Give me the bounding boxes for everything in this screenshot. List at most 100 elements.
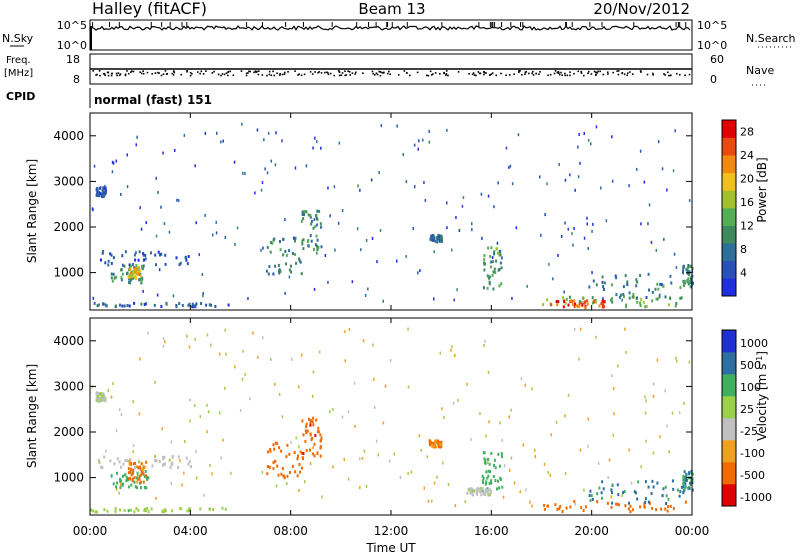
nave-point (688, 73, 691, 76)
cell (691, 488, 694, 492)
nave-point (521, 73, 523, 76)
cell (446, 201, 448, 205)
cell (212, 233, 214, 237)
cell (137, 466, 140, 470)
cell (499, 421, 501, 425)
cell (269, 241, 272, 245)
cell (139, 357, 141, 361)
cell (589, 489, 592, 493)
nave-point (580, 72, 583, 74)
cell (683, 475, 686, 479)
cell (95, 510, 98, 514)
cell (142, 253, 145, 257)
cell (661, 494, 664, 498)
cell (625, 303, 628, 307)
cell (388, 459, 391, 463)
cell (493, 250, 496, 254)
cell (122, 462, 125, 466)
cell (301, 213, 304, 216)
cell (539, 175, 541, 179)
cell (314, 434, 317, 438)
cell (296, 474, 299, 478)
cell (131, 479, 134, 483)
cell (150, 507, 153, 511)
cell (629, 504, 632, 508)
cell (595, 335, 597, 339)
cell (602, 287, 605, 291)
cell (586, 302, 589, 306)
cell (210, 343, 212, 347)
cell (317, 426, 320, 430)
cell (96, 304, 99, 308)
cell (145, 302, 147, 306)
cell (500, 282, 503, 286)
cell (372, 343, 374, 347)
nave-point (569, 71, 571, 73)
nave-point (472, 72, 475, 74)
cell (485, 480, 488, 484)
cell (286, 474, 289, 478)
nave-point (556, 71, 559, 74)
cell (470, 492, 473, 496)
cell (684, 485, 687, 489)
cell (483, 268, 486, 272)
cell (622, 491, 625, 495)
cell (92, 509, 95, 513)
cell (365, 484, 368, 488)
cell (559, 505, 562, 508)
cell (102, 395, 105, 399)
cell (311, 394, 314, 398)
nave-point (416, 71, 419, 74)
cell (192, 305, 195, 309)
cell (582, 509, 585, 513)
cell (169, 466, 172, 469)
cell (344, 359, 346, 363)
cell (130, 473, 133, 477)
cell (311, 420, 314, 424)
cell (139, 465, 141, 469)
cell (144, 485, 147, 489)
cell (611, 283, 614, 287)
nave-point (475, 74, 477, 77)
cell (586, 216, 588, 220)
cell (453, 298, 455, 302)
colorbar-tick: 1000 (740, 337, 768, 350)
cell (153, 303, 156, 307)
cell (327, 186, 329, 190)
cell (651, 506, 654, 510)
cell (492, 475, 495, 478)
nave-point (344, 74, 347, 77)
cell (134, 269, 137, 273)
cell (563, 300, 565, 303)
cell (277, 263, 280, 267)
cell (533, 448, 536, 452)
cell (430, 234, 433, 238)
cell (286, 443, 289, 447)
cell (282, 253, 285, 257)
cell (186, 334, 188, 338)
nave-point (508, 74, 511, 76)
cell (260, 188, 263, 192)
cell (546, 504, 549, 508)
cell (168, 230, 171, 234)
cell (685, 267, 688, 271)
beam-title: Beam 13 (358, 0, 425, 18)
cell (644, 480, 647, 484)
cell (92, 296, 95, 300)
nave-point (664, 74, 666, 76)
cell (139, 274, 142, 278)
cell (347, 410, 350, 414)
cell (274, 163, 277, 167)
nave-point (612, 71, 615, 74)
cell (480, 487, 483, 490)
cell (450, 348, 452, 352)
cell (654, 287, 657, 291)
cell (574, 502, 576, 506)
nave-point (276, 72, 278, 75)
cell (499, 261, 502, 265)
nave-point (445, 70, 448, 72)
cell (435, 235, 438, 239)
cell (578, 304, 581, 308)
cell (222, 139, 224, 143)
cell (139, 486, 142, 490)
